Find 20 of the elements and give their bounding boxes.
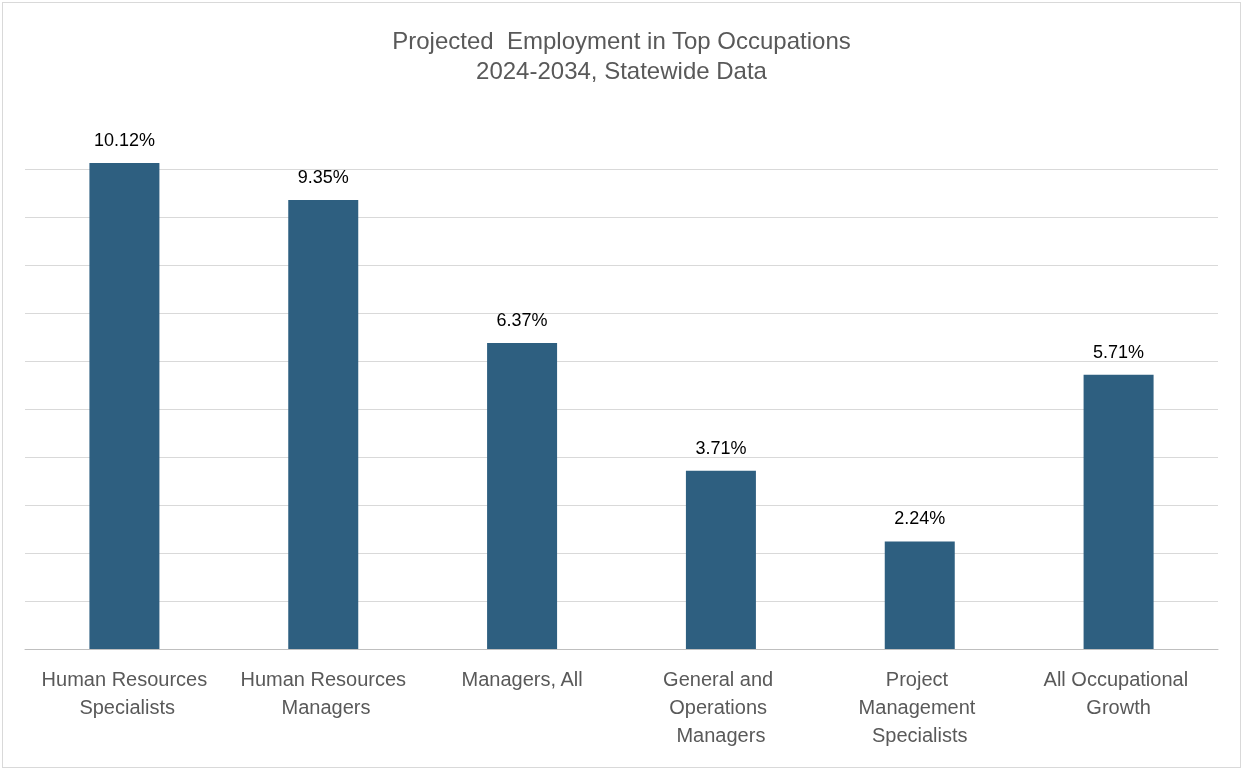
data-label: 5.71%	[1093, 341, 1145, 362]
x-tick-label: Human Resources Specialists	[41, 668, 208, 718]
x-tick-label: General and Operations Managers	[663, 668, 779, 746]
bar	[487, 343, 558, 649]
data-label: 3.71%	[695, 437, 747, 458]
data-label: 9.35%	[297, 166, 349, 187]
chart-title: Projected Employment in Top Occupations	[392, 26, 851, 54]
x-tick-label: Human Resources Managers	[240, 668, 407, 718]
data-label: 10.12%	[93, 130, 155, 150]
x-tick-label: All Occupational Growth	[1043, 668, 1194, 718]
bar	[884, 541, 955, 649]
x-tick-label: Project Management Specialists	[858, 668, 981, 746]
data-label: 2.24%	[894, 508, 946, 529]
chart-subtitle: 2024-2034, Statewide Data	[476, 56, 768, 84]
bar	[288, 199, 359, 649]
bar	[685, 470, 756, 649]
data-label: 6.37%	[496, 310, 548, 331]
bar	[89, 163, 160, 649]
x-tick-label: Managers, All	[461, 668, 583, 690]
bar	[1083, 374, 1154, 649]
